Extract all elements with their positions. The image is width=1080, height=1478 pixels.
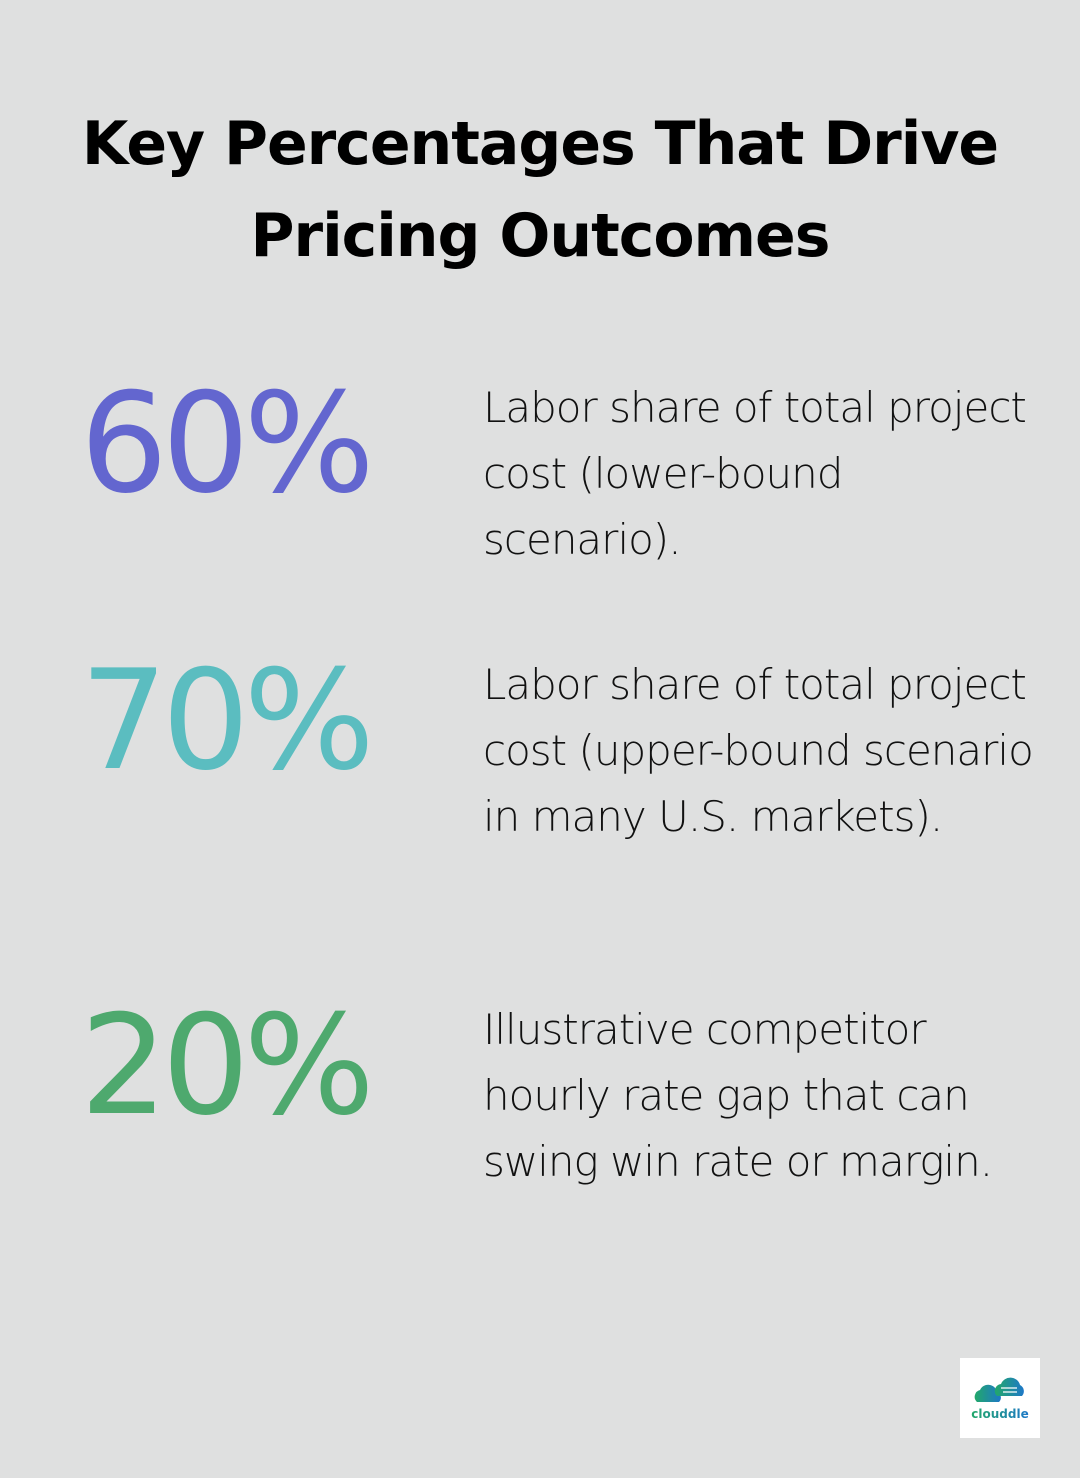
cloud-icon [974,1377,1024,1402]
stat-description: Illustrative competitor hourly rate gap … [483,1005,993,1186]
stat-value: 20% [80,985,375,1146]
page-title: Key Percentages That Drive Pricing Outco… [81,109,999,271]
logo-text: clouddle [971,1406,1029,1421]
stat-value: 70% [80,640,375,801]
stat-description: Labor share of total project cost (lower… [483,383,1027,564]
stat-value: 60% [80,363,375,524]
clouddle-logo: clouddle [960,1358,1040,1438]
stat-description: Labor share of total project cost (upper… [483,660,1034,841]
